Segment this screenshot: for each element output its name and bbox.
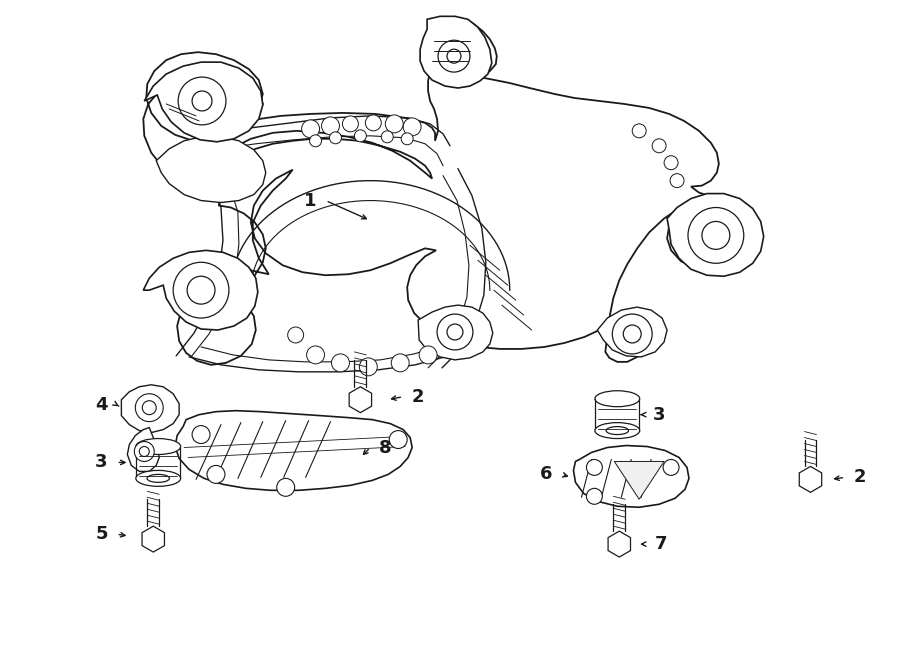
Circle shape	[587, 459, 602, 475]
Circle shape	[192, 426, 210, 444]
Circle shape	[134, 442, 154, 461]
Circle shape	[688, 207, 743, 263]
Polygon shape	[608, 531, 631, 557]
Circle shape	[385, 115, 403, 133]
Circle shape	[302, 120, 319, 138]
Polygon shape	[122, 385, 179, 432]
Circle shape	[192, 91, 212, 111]
Circle shape	[670, 173, 684, 187]
Polygon shape	[157, 137, 266, 203]
Text: 8: 8	[379, 438, 392, 457]
Circle shape	[392, 354, 410, 372]
Ellipse shape	[136, 438, 181, 455]
Circle shape	[624, 325, 641, 343]
Polygon shape	[349, 387, 372, 412]
Polygon shape	[128, 428, 159, 471]
Circle shape	[288, 327, 303, 343]
Circle shape	[276, 479, 294, 496]
Circle shape	[307, 346, 325, 364]
Ellipse shape	[606, 426, 628, 434]
Circle shape	[447, 49, 461, 63]
Circle shape	[401, 133, 413, 145]
Circle shape	[438, 40, 470, 72]
Text: 5: 5	[95, 525, 108, 543]
Text: 3: 3	[652, 406, 665, 424]
Circle shape	[321, 117, 339, 135]
Circle shape	[331, 354, 349, 372]
Circle shape	[382, 131, 393, 143]
Polygon shape	[176, 410, 412, 491]
Circle shape	[343, 116, 358, 132]
Circle shape	[390, 430, 407, 448]
Circle shape	[359, 358, 377, 376]
Circle shape	[652, 139, 666, 153]
Circle shape	[142, 401, 157, 414]
Circle shape	[135, 394, 163, 422]
Circle shape	[419, 346, 437, 364]
Circle shape	[587, 489, 602, 504]
Text: 4: 4	[95, 396, 108, 414]
Circle shape	[437, 314, 472, 350]
Circle shape	[664, 156, 678, 169]
Circle shape	[355, 130, 366, 142]
Polygon shape	[420, 17, 491, 88]
Circle shape	[187, 276, 215, 304]
Circle shape	[403, 118, 421, 136]
Polygon shape	[143, 250, 257, 330]
Text: 2: 2	[854, 469, 867, 487]
Polygon shape	[573, 446, 689, 507]
Polygon shape	[598, 307, 667, 357]
Polygon shape	[144, 62, 263, 142]
Text: 6: 6	[540, 465, 553, 483]
Polygon shape	[418, 305, 493, 360]
Circle shape	[329, 132, 341, 144]
Ellipse shape	[595, 391, 640, 406]
Circle shape	[178, 77, 226, 125]
Text: 3: 3	[95, 453, 108, 471]
Circle shape	[207, 465, 225, 483]
Text: 1: 1	[304, 191, 317, 210]
Circle shape	[140, 446, 149, 457]
Circle shape	[440, 327, 456, 343]
Circle shape	[632, 124, 646, 138]
Circle shape	[173, 262, 229, 318]
Polygon shape	[142, 526, 165, 552]
Circle shape	[365, 115, 382, 131]
Circle shape	[447, 324, 463, 340]
Circle shape	[702, 222, 730, 250]
Ellipse shape	[147, 475, 169, 483]
Polygon shape	[143, 17, 757, 365]
Circle shape	[310, 135, 321, 147]
Polygon shape	[667, 193, 764, 276]
Circle shape	[663, 459, 679, 475]
Circle shape	[612, 314, 652, 354]
Ellipse shape	[595, 422, 640, 438]
Polygon shape	[799, 467, 822, 493]
Text: 2: 2	[412, 388, 425, 406]
Text: 7: 7	[655, 535, 668, 553]
Ellipse shape	[136, 471, 181, 487]
Polygon shape	[615, 461, 664, 499]
